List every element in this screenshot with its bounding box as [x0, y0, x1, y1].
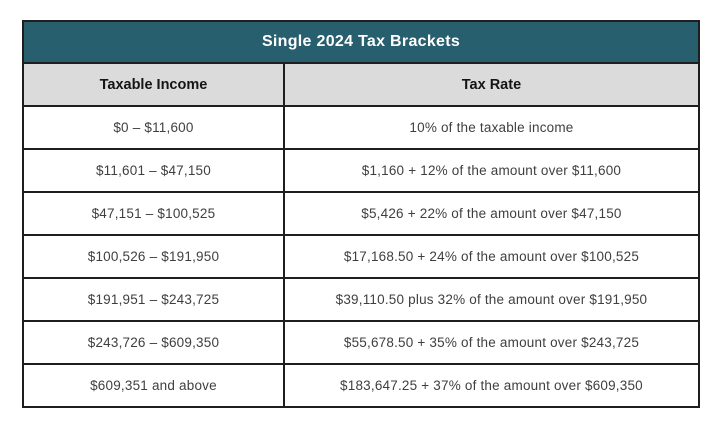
- table-title: Single 2024 Tax Brackets: [22, 20, 700, 64]
- taxable-income-cell: $0 – $11,600: [22, 105, 285, 150]
- column-header-row: Taxable Income Tax Rate: [22, 62, 701, 107]
- tax-rate-cell: $5,426 + 22% of the amount over $47,150: [282, 191, 701, 236]
- table-row: $100,526 – $191,950 $17,168.50 + 24% of …: [22, 234, 701, 279]
- tax-brackets-table: Single 2024 Tax Brackets Taxable Income …: [22, 20, 701, 408]
- table-row: $609,351 and above $183,647.25 + 37% of …: [22, 363, 701, 408]
- table-row: $191,951 – $243,725 $39,110.50 plus 32% …: [22, 277, 701, 322]
- title-row: Single 2024 Tax Brackets: [22, 20, 700, 64]
- taxable-income-cell: $243,726 – $609,350: [22, 320, 285, 365]
- column-header-tax-rate: Tax Rate: [282, 62, 701, 107]
- tax-rate-cell: $55,678.50 + 35% of the amount over $243…: [282, 320, 701, 365]
- table-row: $0 – $11,600 10% of the taxable income: [22, 105, 701, 150]
- taxable-income-cell: $100,526 – $191,950: [22, 234, 285, 279]
- tax-rate-cell: $39,110.50 plus 32% of the amount over $…: [282, 277, 701, 322]
- taxable-income-cell: $191,951 – $243,725: [22, 277, 285, 322]
- taxable-income-cell: $609,351 and above: [22, 363, 285, 408]
- taxable-income-cell: $11,601 – $47,150: [22, 148, 285, 193]
- table-row: $243,726 – $609,350 $55,678.50 + 35% of …: [22, 320, 701, 365]
- tax-rate-cell: $1,160 + 12% of the amount over $11,600: [282, 148, 701, 193]
- tax-rate-cell: $17,168.50 + 24% of the amount over $100…: [282, 234, 701, 279]
- column-header-taxable-income: Taxable Income: [22, 62, 285, 107]
- taxable-income-cell: $47,151 – $100,525: [22, 191, 285, 236]
- table-row: $47,151 – $100,525 $5,426 + 22% of the a…: [22, 191, 701, 236]
- tax-rate-cell: 10% of the taxable income: [282, 105, 701, 150]
- tax-rate-cell: $183,647.25 + 37% of the amount over $60…: [282, 363, 701, 408]
- table-row: $11,601 – $47,150 $1,160 + 12% of the am…: [22, 148, 701, 193]
